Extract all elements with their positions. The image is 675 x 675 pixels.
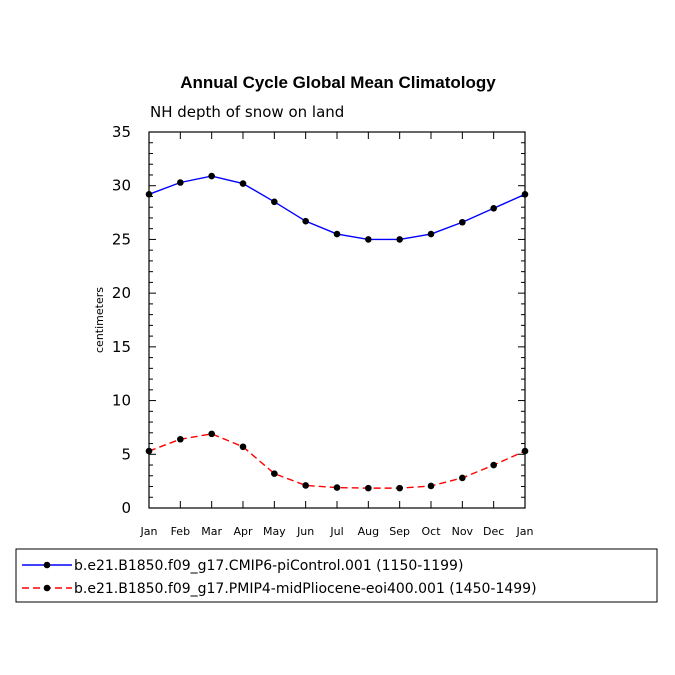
y-tick-label: 25 [112,230,131,248]
x-tick-label: Jul [329,525,343,538]
x-tick-label: Oct [421,525,441,538]
legend-label-2: b.e21.B1850.f09_g17.PMIP4-midPliocene-eo… [74,581,537,597]
y-axis-label: centimeters [93,287,106,353]
series-2-point [177,435,184,443]
series-2-point [208,430,215,438]
series-1-point [459,218,466,226]
series-1-point [145,191,153,198]
series-1-point [365,236,372,243]
series-2-point [365,484,372,492]
axis-ticks: 0 5 10 15 20 25 30 35 Jan Feb Mar Apr May Jun Jul Aug Se… [112,123,534,538]
legend-label-1: b.e21.B1850.f09_g17.CMIP6-piControl.001 … [74,558,463,574]
x-tick-label: Feb [171,525,190,538]
legend-marker-1 [43,561,51,569]
series-1-point [302,217,309,225]
y-tick-label: 0 [121,499,131,517]
series-2-point [490,461,497,469]
series-1-point [177,179,184,186]
y-tick-label: 20 [112,284,131,302]
x-tick-label: Nov [452,525,474,538]
series-2-point [427,482,435,490]
series-line-2 [148,433,526,489]
series-1-point [333,230,341,238]
series-1-point [239,180,247,187]
x-tick-label: Dec [483,525,504,538]
legend-marker-2 [43,584,51,592]
series-2-point [396,484,403,492]
chart-subtitle: NH depth of snow on land [150,103,344,121]
series-1-point [271,198,278,206]
legend: b.e21.B1850.f09_g17.CMIP6-piControl.001 … [15,548,658,603]
x-tick-label: Sep [389,525,410,538]
x-tick-label: Jun [296,525,314,538]
series-line-1 [148,175,526,241]
x-tick-label: Jan [140,525,158,538]
x-tick-label: Apr [233,525,253,538]
y-tick-label: 10 [112,392,131,410]
series-2-point [145,447,153,455]
x-tick-label: Mar [201,525,222,538]
series-layer [145,172,529,492]
plot-frame [148,131,526,509]
y-tick-label: 35 [112,123,131,141]
x-tick-label: May [263,525,286,538]
series-1-point [427,230,435,238]
x-tick-label: Aug [358,525,379,538]
y-tick-label: 5 [121,445,131,463]
series-2-point [333,484,341,491]
legend-box [15,548,658,603]
y-tick-label: 30 [112,177,131,195]
series-1-point [396,236,403,243]
y-tick-label: 15 [112,338,131,356]
series-2-point [239,443,247,451]
series-2-point [459,474,466,482]
chart-title: Annual Cycle Global Mean Climatology [180,73,496,92]
series-1-point [208,172,215,180]
series-2-point [521,447,529,455]
x-tick-label: Jan [516,525,534,538]
series-2-point [271,470,278,477]
series-1-point [490,204,497,212]
series-1-point [521,191,529,198]
series-2-point [302,482,309,489]
